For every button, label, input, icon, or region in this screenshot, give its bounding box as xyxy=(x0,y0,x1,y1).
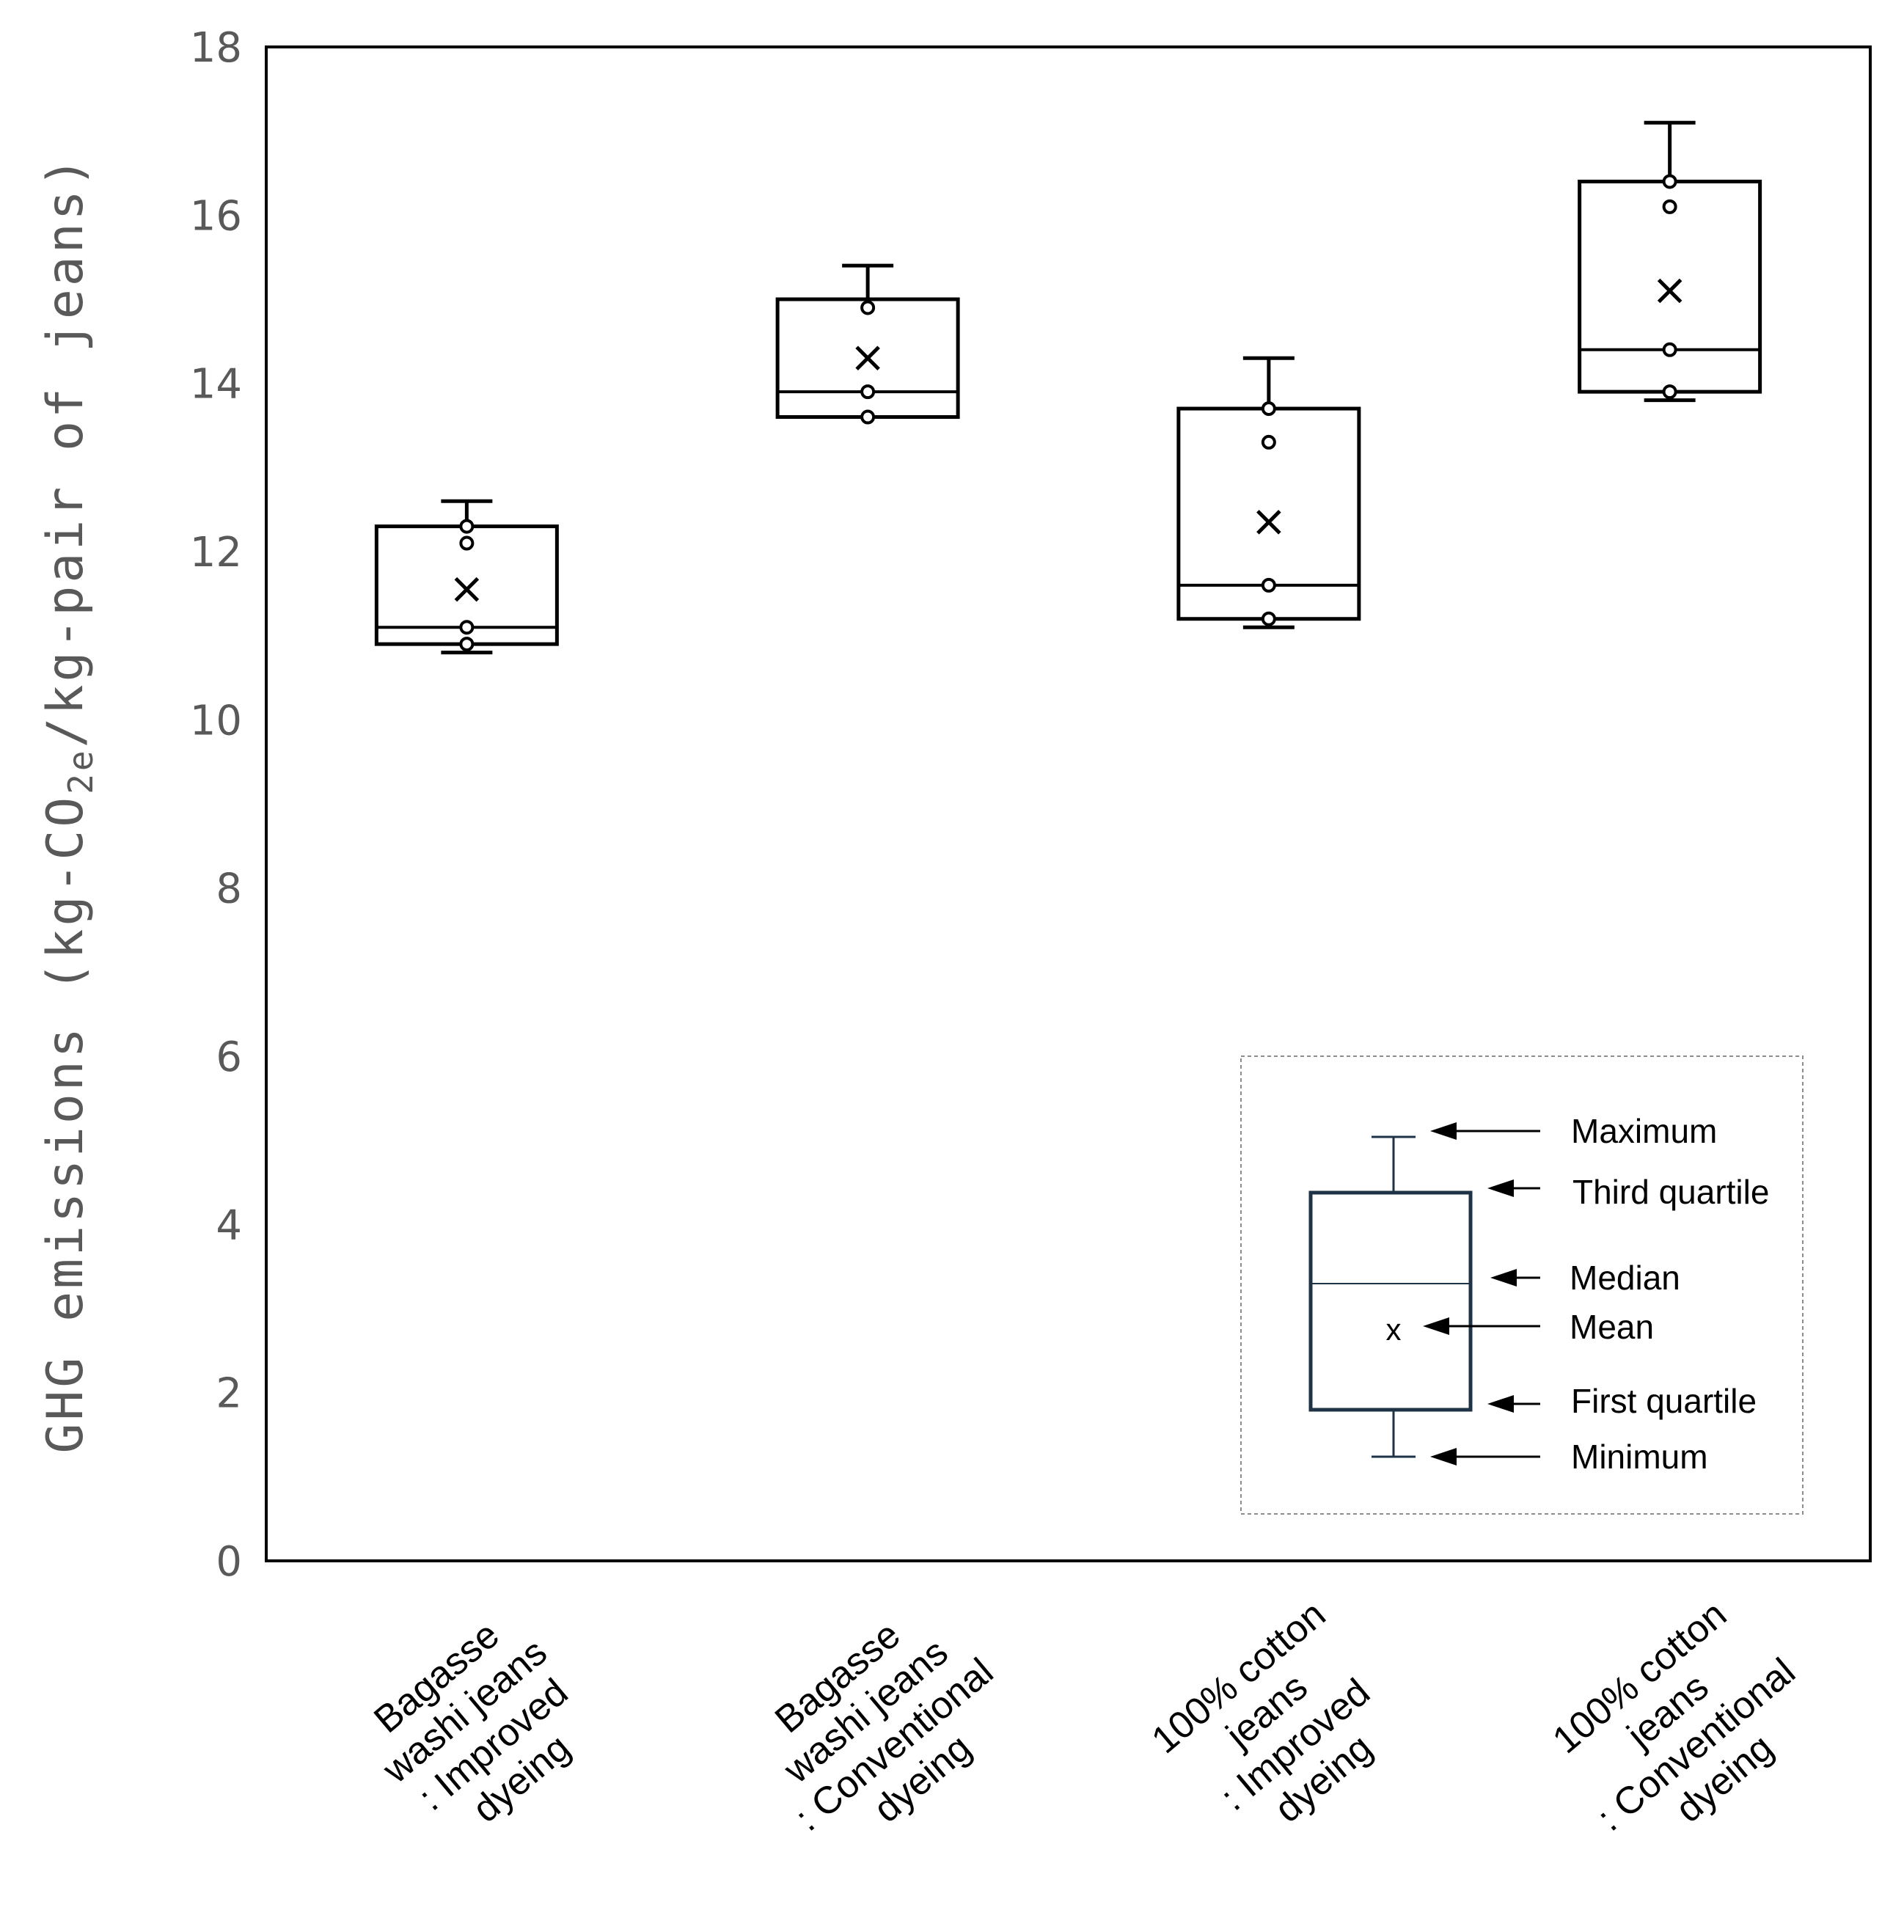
legend-mean-marker: x xyxy=(1386,1312,1402,1347)
data-point xyxy=(459,535,475,551)
data-point xyxy=(1662,199,1677,214)
data-point xyxy=(1261,577,1276,593)
y-tick-label: 14 xyxy=(190,361,242,409)
y-axis-ticks: 0 2 4 6 8 10 12 14 16 18 xyxy=(190,24,242,1586)
x-axis-category-labels: Bagassewashi jeans: Improveddyeing Bagass… xyxy=(346,1583,1832,1873)
legend-label-minimum: Minimum xyxy=(1571,1438,1708,1476)
y-tick-label: 4 xyxy=(216,1201,242,1249)
data-point xyxy=(459,519,475,534)
x-category-label: 100% cottonjeans: Improveddyeing xyxy=(1144,1593,1418,1863)
legend-arrow-first-quartile xyxy=(1487,1395,1540,1413)
legend-box xyxy=(1308,1190,1473,1412)
legend-label-mean: Mean xyxy=(1570,1308,1654,1346)
legend-label-median: Median xyxy=(1570,1259,1680,1297)
box-3 xyxy=(1176,356,1361,629)
mean-marker xyxy=(855,345,880,371)
data-point xyxy=(860,384,876,400)
box-2 xyxy=(775,263,960,425)
legend-label-maximum: Maximum xyxy=(1571,1112,1717,1150)
mean-marker xyxy=(1657,278,1683,304)
data-point xyxy=(459,637,475,652)
y-tick-label: 18 xyxy=(190,24,242,72)
mean-marker-stroke xyxy=(454,577,480,602)
mean-marker xyxy=(454,577,480,602)
data-point xyxy=(1662,174,1677,189)
legend-arrow-maximum xyxy=(1430,1122,1540,1140)
data-point xyxy=(1662,342,1677,357)
mean-marker-stroke xyxy=(855,345,880,371)
legend-frame xyxy=(1240,1055,1804,1515)
legend-arrow-mean xyxy=(1423,1317,1540,1335)
data-point xyxy=(860,409,876,425)
y-tick-label: 0 xyxy=(216,1538,242,1586)
mean-marker-stroke xyxy=(1256,510,1281,535)
y-tick-label: 16 xyxy=(190,192,242,240)
legend-arrow-third-quartile xyxy=(1487,1179,1540,1197)
plot-area-frame xyxy=(265,45,1872,1562)
y-tick-label: 6 xyxy=(216,1033,242,1081)
legend-arrow-minimum xyxy=(1430,1448,1540,1466)
y-tick-label: 8 xyxy=(216,866,242,913)
data-point xyxy=(860,300,876,315)
legend-arrow-median xyxy=(1490,1269,1540,1287)
data-point xyxy=(1261,434,1276,450)
data-point xyxy=(1261,611,1276,626)
data-point xyxy=(1662,384,1677,400)
mean-marker xyxy=(1256,510,1281,535)
legend: x Maximum Third quartile Median Mean Fir… xyxy=(1240,1055,1804,1515)
box-4 xyxy=(1578,120,1762,403)
mean-marker-stroke xyxy=(1657,278,1683,304)
y-tick-label: 10 xyxy=(190,697,242,744)
box-series xyxy=(374,120,1762,655)
y-tick-label: 12 xyxy=(190,529,242,577)
legend-label-third-quartile: Third quartile xyxy=(1572,1173,1769,1211)
data-point xyxy=(1261,401,1276,417)
box-1 xyxy=(374,499,559,655)
legend-label-first-quartile: First quartile xyxy=(1571,1382,1757,1420)
x-category-label: 100% cottonjeans: Conventionaldyeing xyxy=(1533,1583,1832,1873)
x-category-label: Bagassewashi jeans: Improveddyeing xyxy=(346,1597,612,1859)
y-axis-label: GHG emissions (kg-CO2e/kg-pair of jeans) xyxy=(37,154,100,1453)
y-tick-label: 2 xyxy=(216,1370,242,1418)
x-category-label: Bagassewashi jeans: Conventionaldyeing xyxy=(731,1583,1030,1873)
data-point xyxy=(459,620,475,635)
